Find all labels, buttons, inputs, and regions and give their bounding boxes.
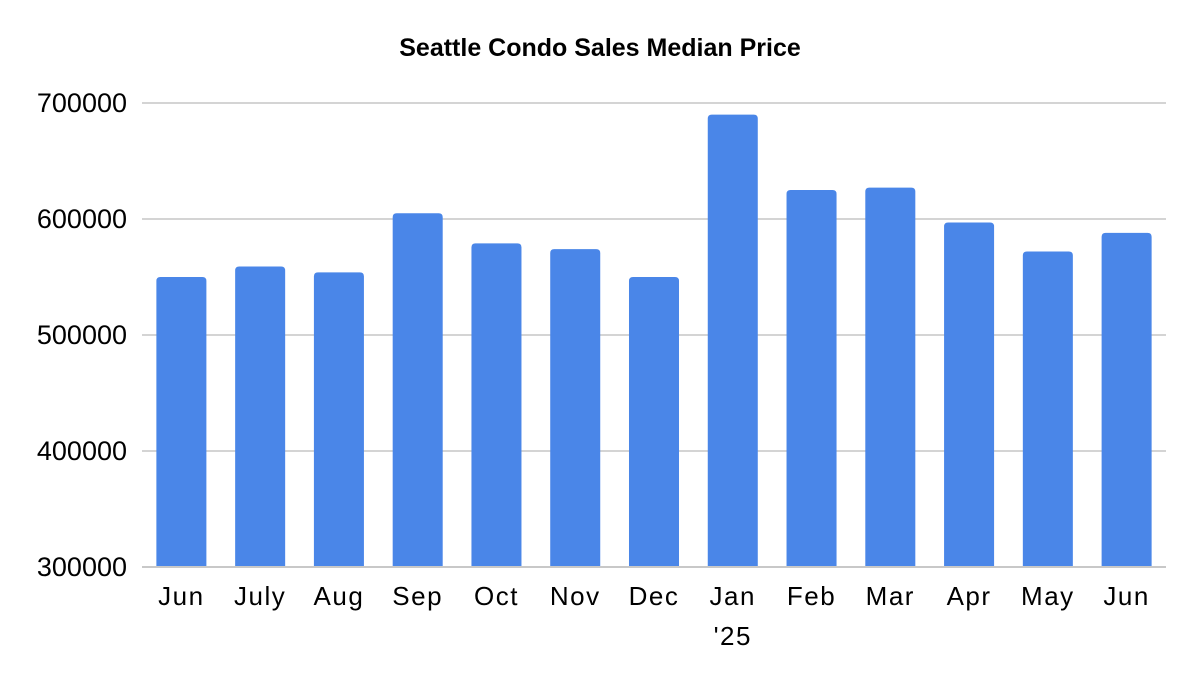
y-tick-label: 600000 <box>37 204 127 234</box>
bar <box>313 272 364 567</box>
x-tick-label: May <box>1021 581 1075 611</box>
x-tick-label-line: Oct <box>474 581 519 611</box>
x-tick-label: Feb <box>787 581 836 611</box>
x-tick-label-line: Jun <box>1103 581 1149 611</box>
y-tick-label: 700000 <box>37 88 127 118</box>
x-tick-label-line: Dec <box>629 581 680 611</box>
bar <box>235 266 286 567</box>
x-tick-label-line: May <box>1021 581 1075 611</box>
bar <box>550 249 601 567</box>
x-tick-label: July <box>234 581 286 611</box>
x-tick-label-line: Jun <box>158 581 204 611</box>
y-axis-tick-labels: 300000 400000 500000 600000 700000 <box>37 88 127 582</box>
x-tick-label: Dec <box>629 581 680 611</box>
bar <box>156 277 207 567</box>
x-tick-label: Jun <box>158 581 204 611</box>
bar <box>1022 251 1073 568</box>
bars <box>156 114 1152 568</box>
x-tick-label-line: Apr <box>947 581 992 611</box>
bar <box>392 213 443 567</box>
x-tick-label-line: Nov <box>550 581 601 611</box>
x-tick-label-line: '25 <box>714 621 752 651</box>
bar <box>471 243 522 568</box>
bar <box>786 190 837 567</box>
y-tick-label: 400000 <box>37 436 127 466</box>
bar <box>865 187 916 567</box>
x-tick-label-line: Feb <box>787 581 836 611</box>
bar <box>944 222 995 568</box>
x-tick-label: Mar <box>866 581 915 611</box>
bar <box>707 114 758 567</box>
y-tick-label: 500000 <box>37 320 127 350</box>
bar <box>1101 232 1152 568</box>
x-tick-label: Apr <box>947 581 992 611</box>
bar <box>628 277 680 567</box>
y-tick-label: 300000 <box>37 552 127 582</box>
x-tick-label: Nov <box>550 581 601 611</box>
x-tick-label: Aug <box>314 581 365 611</box>
x-tick-label-line: Sep <box>392 581 443 611</box>
x-tick-label: Jun <box>1103 581 1149 611</box>
x-tick-label: Jan '25 <box>710 581 756 651</box>
x-tick-label-line: Aug <box>314 581 365 611</box>
x-tick-label: Sep <box>392 581 443 611</box>
x-tick-label-line: July <box>234 581 286 611</box>
x-tick-label: Oct <box>474 581 519 611</box>
chart-title: Seattle Condo Sales Median Price <box>399 34 801 62</box>
x-tick-label-line: Mar <box>866 581 915 611</box>
x-tick-label-line: Jan <box>710 581 756 611</box>
x-axis-category-labels: Jun July Aug Sep Oct Nov Dec Jan '25 Feb Mar Apr May… <box>158 581 1149 651</box>
